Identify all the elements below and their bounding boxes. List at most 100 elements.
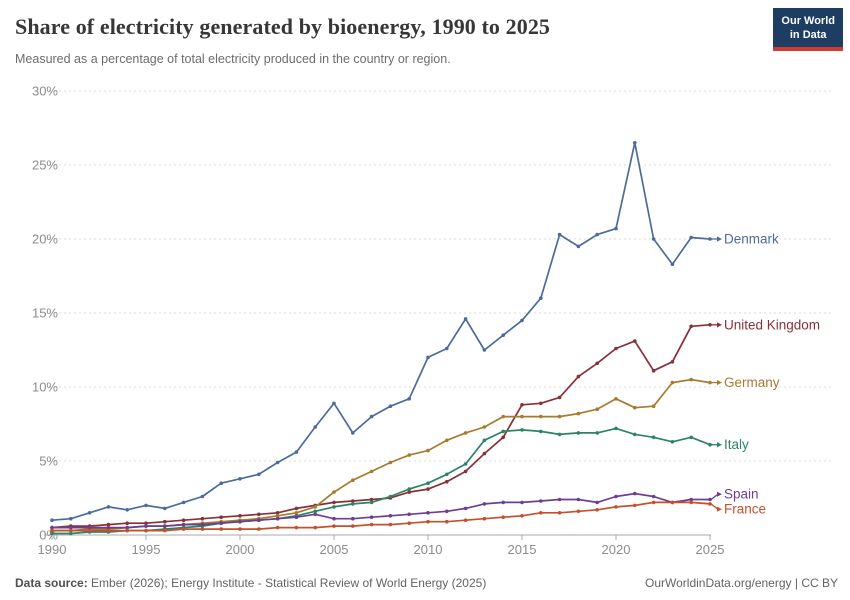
line-italy[interactable] <box>51 427 711 535</box>
point-denmark-2000 <box>238 477 242 481</box>
point-italy-2011 <box>445 472 449 477</box>
series-label-germany[interactable]: Germany <box>723 374 782 392</box>
point-united-kingdom-1993 <box>106 522 111 527</box>
y-axis-label-30: 30% <box>32 84 58 99</box>
point-spain-2007 <box>369 515 374 519</box>
point-denmark-2013 <box>482 348 487 352</box>
point-united-kingdom-2000 <box>238 514 242 518</box>
point-italy-2012 <box>463 462 468 466</box>
point-united-kingdom-2021 <box>633 339 637 343</box>
point-spain-1994 <box>125 525 129 530</box>
point-united-kingdom-2012 <box>463 469 468 474</box>
line-denmark[interactable] <box>51 141 711 522</box>
y-axis-label-15: 15% <box>32 306 58 321</box>
point-italy-2004 <box>313 509 318 514</box>
point-spain-1995 <box>144 524 148 528</box>
x-axis-label-2000: 2000 <box>226 542 255 557</box>
point-denmark-2017 <box>557 232 562 237</box>
point-united-kingdom-1997 <box>181 518 186 522</box>
x-axis-label-2025: 2025 <box>696 542 725 557</box>
point-denmark-2002 <box>275 460 280 465</box>
chart-subtitle: Measured as a percentage of total electr… <box>15 52 451 66</box>
point-spain-2006 <box>351 516 355 521</box>
point-spain-2000 <box>238 519 242 524</box>
point-united-kingdom-2009 <box>407 490 412 494</box>
point-denmark-2005 <box>332 401 336 406</box>
point-denmark-2010 <box>426 355 430 360</box>
point-italy-2007 <box>369 500 374 505</box>
point-germany-2008 <box>388 460 393 465</box>
point-spain-1993 <box>106 525 111 530</box>
point-spain-1990 <box>50 525 54 530</box>
label-arrow-icon-italy <box>717 442 722 448</box>
point-united-kingdom-2011 <box>445 479 449 484</box>
point-germany-2011 <box>445 438 449 443</box>
owid-logo-line1: Our World <box>781 15 835 27</box>
point-germany-2007 <box>369 469 374 474</box>
point-france-2005 <box>332 524 336 528</box>
line-france[interactable] <box>51 501 711 532</box>
owid-logo[interactable]: Our World in Data <box>773 8 843 51</box>
point-italy-2015 <box>520 428 524 432</box>
point-united-kingdom-2001 <box>257 512 261 517</box>
point-denmark-2006 <box>351 431 355 435</box>
x-axis-label-1995: 1995 <box>132 542 161 557</box>
point-france-2024 <box>689 500 693 505</box>
point-united-kingdom-2016 <box>539 401 543 406</box>
point-denmark-2021 <box>633 141 637 145</box>
point-france-2000 <box>238 527 242 531</box>
point-united-kingdom-2014 <box>501 435 506 440</box>
point-spain-2014 <box>501 500 506 505</box>
point-denmark-2022 <box>651 237 656 241</box>
point-united-kingdom-2022 <box>651 368 656 373</box>
point-united-kingdom-2007 <box>369 497 374 502</box>
point-united-kingdom-2010 <box>426 487 430 491</box>
point-united-kingdom-2015 <box>520 403 524 407</box>
point-spain-2003 <box>294 515 299 519</box>
label-connector-spain <box>710 493 719 500</box>
point-france-2011 <box>445 519 449 524</box>
point-germany-2005 <box>332 490 336 494</box>
label-arrow-icon-spain <box>717 491 722 497</box>
x-axis-label-1990: 1990 <box>38 542 67 557</box>
owid-credit-link[interactable]: OurWorldinData.org/energy | CC BY <box>645 576 838 590</box>
point-spain-2022 <box>651 494 656 499</box>
point-spain-2002 <box>275 516 280 521</box>
point-denmark-2020 <box>614 226 618 231</box>
data-source-label: Data source: <box>15 576 88 590</box>
series-label-united-kingdom[interactable]: United Kingdom <box>723 316 822 334</box>
point-germany-2015 <box>520 414 524 419</box>
series-label-france[interactable]: France <box>723 500 768 518</box>
point-italy-2016 <box>539 429 543 434</box>
point-france-1996 <box>163 528 167 533</box>
series-label-spain[interactable]: Spain <box>723 485 761 503</box>
point-france-1997 <box>181 527 186 531</box>
point-france-1992 <box>87 528 92 533</box>
label-arrow-icon-germany <box>717 379 722 386</box>
point-united-kingdom-2023 <box>670 360 675 364</box>
point-france-2015 <box>520 514 524 518</box>
point-germany-2006 <box>351 478 355 483</box>
point-united-kingdom-2025 <box>708 323 712 327</box>
series-label-denmark[interactable]: Denmark <box>723 230 781 248</box>
line-spain[interactable] <box>51 492 711 529</box>
point-france-2002 <box>275 525 280 530</box>
point-france-1991 <box>69 528 73 533</box>
point-spain-2017 <box>557 497 562 502</box>
point-france-2008 <box>388 522 393 527</box>
point-united-kingdom-2018 <box>576 374 581 379</box>
point-france-2023 <box>670 500 675 505</box>
point-france-2019 <box>595 508 599 512</box>
point-denmark-1995 <box>144 503 148 508</box>
point-spain-1997 <box>181 522 186 527</box>
point-spain-2001 <box>257 518 261 522</box>
y-axis-label-20: 20% <box>32 232 58 247</box>
series-label-italy[interactable]: Italy <box>723 436 751 454</box>
point-france-2006 <box>351 524 355 528</box>
point-denmark-2024 <box>689 235 693 240</box>
point-italy-2009 <box>407 487 412 491</box>
point-denmark-2001 <box>257 472 261 477</box>
point-spain-2019 <box>595 500 599 505</box>
point-italy-1991 <box>69 531 73 536</box>
